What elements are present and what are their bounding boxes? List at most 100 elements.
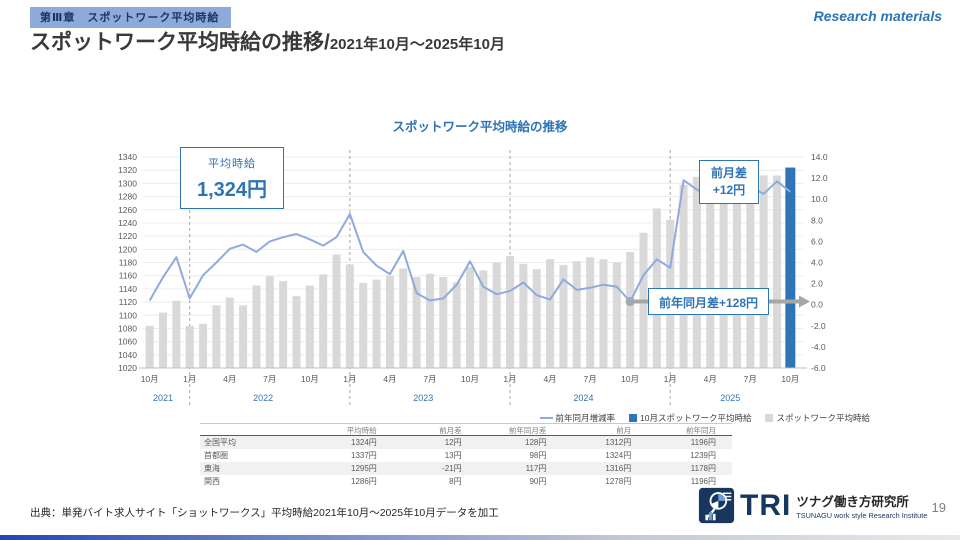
x-axis-month-label: 1月 bbox=[664, 374, 677, 384]
right-axis-tick: 14.0 bbox=[811, 152, 828, 162]
bar bbox=[732, 173, 741, 368]
table-cell: 128円 bbox=[525, 438, 547, 447]
table-header-cell: 前月差 bbox=[439, 426, 462, 435]
bar bbox=[439, 277, 448, 368]
research-materials-watermark: Research materials bbox=[813, 8, 942, 24]
x-axis-month-label: 4月 bbox=[704, 374, 717, 384]
bar bbox=[612, 262, 621, 368]
bottom-gradient-strip bbox=[0, 535, 960, 540]
table-cell: 1324円 bbox=[351, 438, 377, 447]
bar bbox=[345, 264, 354, 368]
bar bbox=[479, 270, 488, 368]
average-wage-callout: 平均時給 1,324円 bbox=[180, 147, 284, 209]
bar bbox=[359, 282, 368, 368]
bar bbox=[452, 282, 461, 368]
year-over-year-callout: 前年同月差+128円 bbox=[648, 288, 770, 315]
bar bbox=[279, 280, 288, 368]
left-axis-tick: 1320 bbox=[118, 165, 137, 175]
bar bbox=[412, 277, 421, 368]
right-axis-tick: 2.0 bbox=[811, 279, 823, 289]
table-row-label: 東海 bbox=[204, 464, 220, 473]
table-header-cell: 前年同月 bbox=[685, 426, 716, 435]
mom-label: 前月差 bbox=[710, 166, 747, 180]
legend-square-marker bbox=[765, 414, 774, 422]
table-cell: -21円 bbox=[442, 464, 462, 473]
left-axis-tick: 1180 bbox=[119, 258, 138, 268]
page-title: スポットワーク平均時給の推移/2021年10月～2025年10月 bbox=[30, 26, 505, 56]
x-axis-month-label: 4月 bbox=[383, 374, 396, 384]
right-axis-tick: 8.0 bbox=[811, 215, 823, 225]
left-axis-tick: 1040 bbox=[118, 350, 137, 360]
legend-label: 前年同月増減率 bbox=[555, 413, 616, 423]
page-title-main: スポットワーク平均時給の推移/ bbox=[30, 31, 330, 54]
bar bbox=[212, 305, 221, 368]
bar bbox=[319, 274, 328, 368]
bar bbox=[706, 180, 715, 368]
left-axis-tick: 1120 bbox=[119, 297, 138, 307]
chart-title: スポットワーク平均時給の推移 bbox=[392, 120, 568, 134]
left-axis-tick: 1140 bbox=[119, 284, 138, 294]
table-cell: 1312円 bbox=[605, 438, 632, 447]
average-wage-value: 1,324円 bbox=[196, 179, 268, 201]
legend-line-marker bbox=[539, 417, 553, 419]
x-axis-month-label: 4月 bbox=[543, 374, 556, 384]
table-cell: 1337円 bbox=[351, 451, 377, 460]
bar bbox=[492, 262, 501, 368]
bar bbox=[239, 305, 248, 368]
bar bbox=[399, 268, 408, 368]
table-cell: 13円 bbox=[444, 451, 462, 460]
table-cell: 90円 bbox=[529, 477, 547, 486]
source-note: 出典：単発バイト求人サイト「ショットワークス」平均時給2021年10月～2025… bbox=[30, 507, 499, 519]
bar bbox=[532, 269, 541, 368]
month-over-month-callout: 前月差 +12円 bbox=[699, 160, 759, 204]
x-axis-year-label: 2025 bbox=[720, 393, 740, 403]
x-axis-month-label: 10月 bbox=[141, 374, 159, 384]
right-axis-tick: 4.0 bbox=[811, 258, 823, 268]
right-axis-tick: 6.0 bbox=[811, 236, 823, 246]
average-wage-label: 平均時給 bbox=[208, 158, 256, 170]
bar bbox=[225, 297, 234, 368]
logo-tri-text: TRI bbox=[740, 488, 792, 522]
page-title-range: 2021年10月～2025年10月 bbox=[329, 36, 505, 53]
x-axis-month-label: 7月 bbox=[584, 374, 597, 384]
bar bbox=[772, 175, 781, 368]
x-axis-month-label: 1月 bbox=[503, 374, 516, 384]
x-axis-month-label: 10月 bbox=[301, 374, 319, 384]
bar bbox=[332, 254, 341, 368]
bar bbox=[385, 275, 394, 368]
right-axis-tick: 0.0 bbox=[811, 300, 823, 310]
x-axis-month-label: 7月 bbox=[744, 374, 757, 384]
legend-item: 10月スポットワーク平均時給 bbox=[629, 412, 751, 424]
legend-item: スポットワーク平均時給 bbox=[765, 412, 870, 424]
bar bbox=[519, 263, 528, 368]
x-axis-month-label: 10月 bbox=[461, 374, 479, 384]
right-axis-tick: -6.0 bbox=[811, 363, 826, 373]
x-axis-month-label: 1月 bbox=[183, 374, 196, 384]
x-axis-month-label: 1月 bbox=[343, 374, 356, 384]
bar bbox=[199, 323, 208, 368]
x-axis-year-label: 2021 bbox=[153, 393, 173, 403]
chapter-badge: 第Ⅲ章 スポットワーク平均時給 bbox=[30, 7, 232, 28]
bar bbox=[466, 267, 474, 368]
x-axis-year-label: 2022 bbox=[253, 393, 273, 403]
table-header-cell: 前月 bbox=[616, 426, 632, 435]
bar bbox=[145, 325, 154, 368]
left-axis-tick: 1080 bbox=[118, 323, 137, 333]
table-row: 首都圏 1337円 13円 98円 1324円 1239円 bbox=[200, 449, 732, 462]
table-cell: 1295円 bbox=[351, 464, 377, 473]
table-row-label: 首都圏 bbox=[204, 451, 228, 460]
table-header-cell: 前年同月差 bbox=[508, 426, 547, 435]
tsunagu-logo: TRI ツナグ働き方研究所 TSUNAGU work style Researc… bbox=[698, 487, 927, 524]
left-axis-tick: 1300 bbox=[118, 178, 137, 188]
wage-chart-plot: 1020 1040 1060 1080 1100 1120 1140 1160 1180 1200… bbox=[118, 150, 828, 406]
x-axis-month-label: 10月 bbox=[781, 374, 799, 384]
left-axis-tick: 1060 bbox=[118, 337, 137, 347]
left-axis-tick: 1260 bbox=[118, 205, 137, 215]
table-cell: 1286円 bbox=[351, 477, 377, 486]
logo-japanese-name: ツナグ働き方研究所 bbox=[796, 495, 909, 509]
bar bbox=[292, 296, 301, 368]
x-axis-year-label: 2024 bbox=[573, 393, 593, 403]
bar bbox=[185, 325, 194, 368]
x-axis-month-label: 4月 bbox=[223, 374, 236, 384]
table-cell: 1278円 bbox=[605, 477, 632, 486]
